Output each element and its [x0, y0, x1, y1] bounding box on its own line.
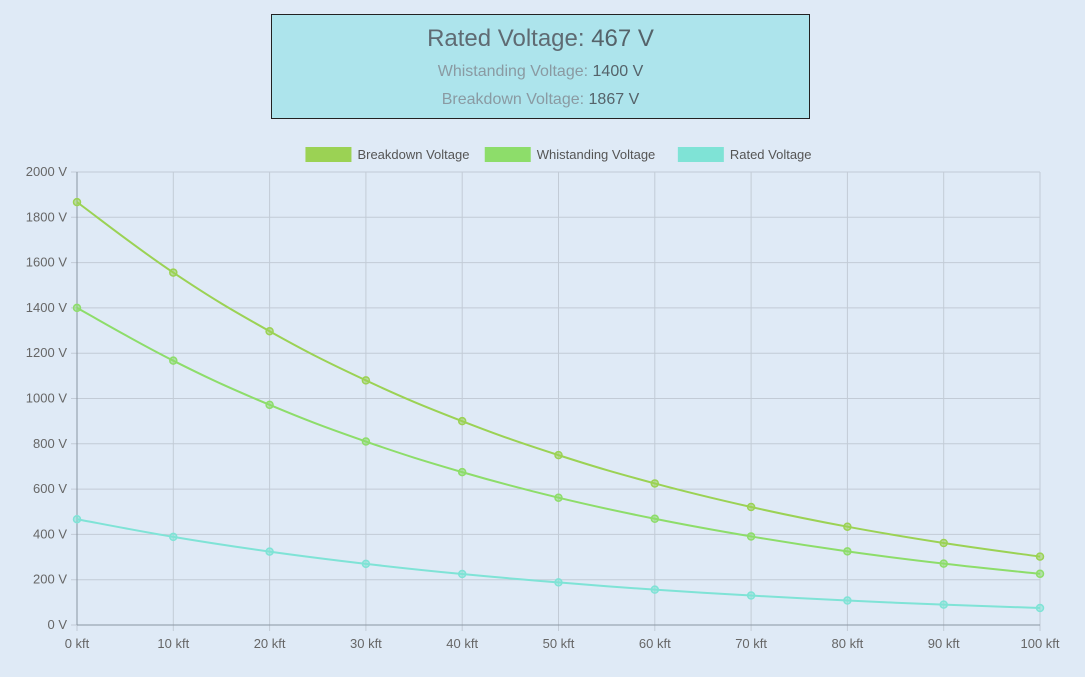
- y-tick-label: 800 V: [33, 436, 67, 451]
- data-point: [169, 268, 178, 277]
- chart-axes: 0 V 200 V 400 V 600 V 800 V 1000 V 1200 V 1400 …: [26, 164, 1060, 651]
- rated-voltage-value: 467 V: [591, 25, 654, 52]
- y-tick-label: 200 V: [33, 572, 67, 587]
- data-point: [72, 197, 82, 207]
- data-point: [554, 493, 563, 502]
- data-point: [1035, 603, 1045, 613]
- data-point: [843, 547, 852, 556]
- y-tick-label: 1800 V: [26, 209, 68, 224]
- legend-swatch: [484, 147, 531, 162]
- data-point: [1035, 552, 1045, 561]
- legend-label: Breakdown Voltage: [357, 147, 469, 162]
- y-tick-label: 0 V: [47, 617, 67, 632]
- x-tick-label: 20 kft: [254, 636, 286, 651]
- data-point: [361, 559, 371, 569]
- withstanding-voltage-label: Whistanding Voltage:: [437, 63, 589, 80]
- chart-legend: Breakdown Voltage Whistanding Voltage Rate…: [305, 147, 812, 162]
- data-point: [457, 467, 467, 477]
- breakdown-voltage-value: 1867 V: [588, 91, 640, 108]
- chart-grid: [71, 171, 1041, 631]
- data-point: [169, 356, 178, 365]
- chart-series: [72, 197, 1045, 613]
- data-point: [843, 596, 852, 605]
- x-tick-label: 30 kft: [350, 636, 382, 651]
- legend-swatch: [677, 147, 724, 162]
- data-point: [650, 585, 660, 594]
- data-point: [746, 591, 756, 600]
- legend-swatch: [305, 147, 352, 162]
- y-tick-label: 1000 V: [26, 391, 68, 406]
- withstanding-voltage-value: 1400 V: [592, 63, 644, 80]
- data-point: [457, 569, 467, 579]
- y-tick-label: 2000 V: [26, 164, 68, 179]
- x-tick-label: 0 kft: [65, 636, 90, 651]
- data-point: [1035, 569, 1045, 579]
- data-point: [554, 578, 563, 587]
- data-point: [265, 326, 274, 336]
- x-tick-label: 70 kft: [735, 636, 767, 651]
- data-point: [361, 376, 371, 385]
- legend-label: Whistanding Voltage: [537, 147, 656, 162]
- data-point: [939, 559, 948, 568]
- x-tick-label: 90 kft: [928, 636, 960, 651]
- rated-voltage-label: Rated Voltage:: [427, 25, 585, 52]
- withstanding-voltage-summary: Whistanding Voltage: 1400 V: [272, 62, 809, 82]
- series-line: [76, 201, 1041, 558]
- x-tick-label: 50 kft: [543, 636, 575, 651]
- data-point: [746, 502, 756, 512]
- data-point: [650, 514, 660, 524]
- data-point: [650, 479, 660, 488]
- breakdown-voltage-summary: Breakdown Voltage: 1867 V: [272, 90, 809, 110]
- data-point: [939, 600, 948, 609]
- y-tick-label: 1400 V: [26, 300, 68, 315]
- data-point: [939, 538, 948, 548]
- data-point: [72, 303, 82, 313]
- data-point: [72, 514, 82, 524]
- x-tick-label: 100 kft: [1020, 636, 1059, 651]
- rated-voltage-summary: Rated Voltage: 467 V: [272, 24, 809, 54]
- data-point: [843, 522, 852, 531]
- data-point: [457, 416, 467, 426]
- y-tick-label: 1200 V: [26, 345, 68, 360]
- x-tick-label: 60 kft: [639, 636, 671, 651]
- y-tick-label: 600 V: [33, 481, 67, 496]
- x-tick-label: 40 kft: [446, 636, 478, 651]
- series-line: [76, 307, 1041, 575]
- data-point: [169, 532, 178, 542]
- data-point: [265, 547, 274, 556]
- voltage-info-box: Rated Voltage: 467 V Whistanding Voltage…: [271, 14, 810, 119]
- data-point: [265, 400, 274, 410]
- y-tick-label: 1600 V: [26, 255, 68, 270]
- x-tick-label: 80 kft: [832, 636, 864, 651]
- legend-label: Rated Voltage: [730, 147, 812, 162]
- data-point: [746, 532, 756, 541]
- x-tick-label: 10 kft: [157, 636, 189, 651]
- y-tick-label: 400 V: [33, 526, 67, 541]
- breakdown-voltage-label: Breakdown Voltage:: [441, 91, 585, 108]
- data-point: [554, 450, 563, 460]
- data-point: [361, 437, 371, 446]
